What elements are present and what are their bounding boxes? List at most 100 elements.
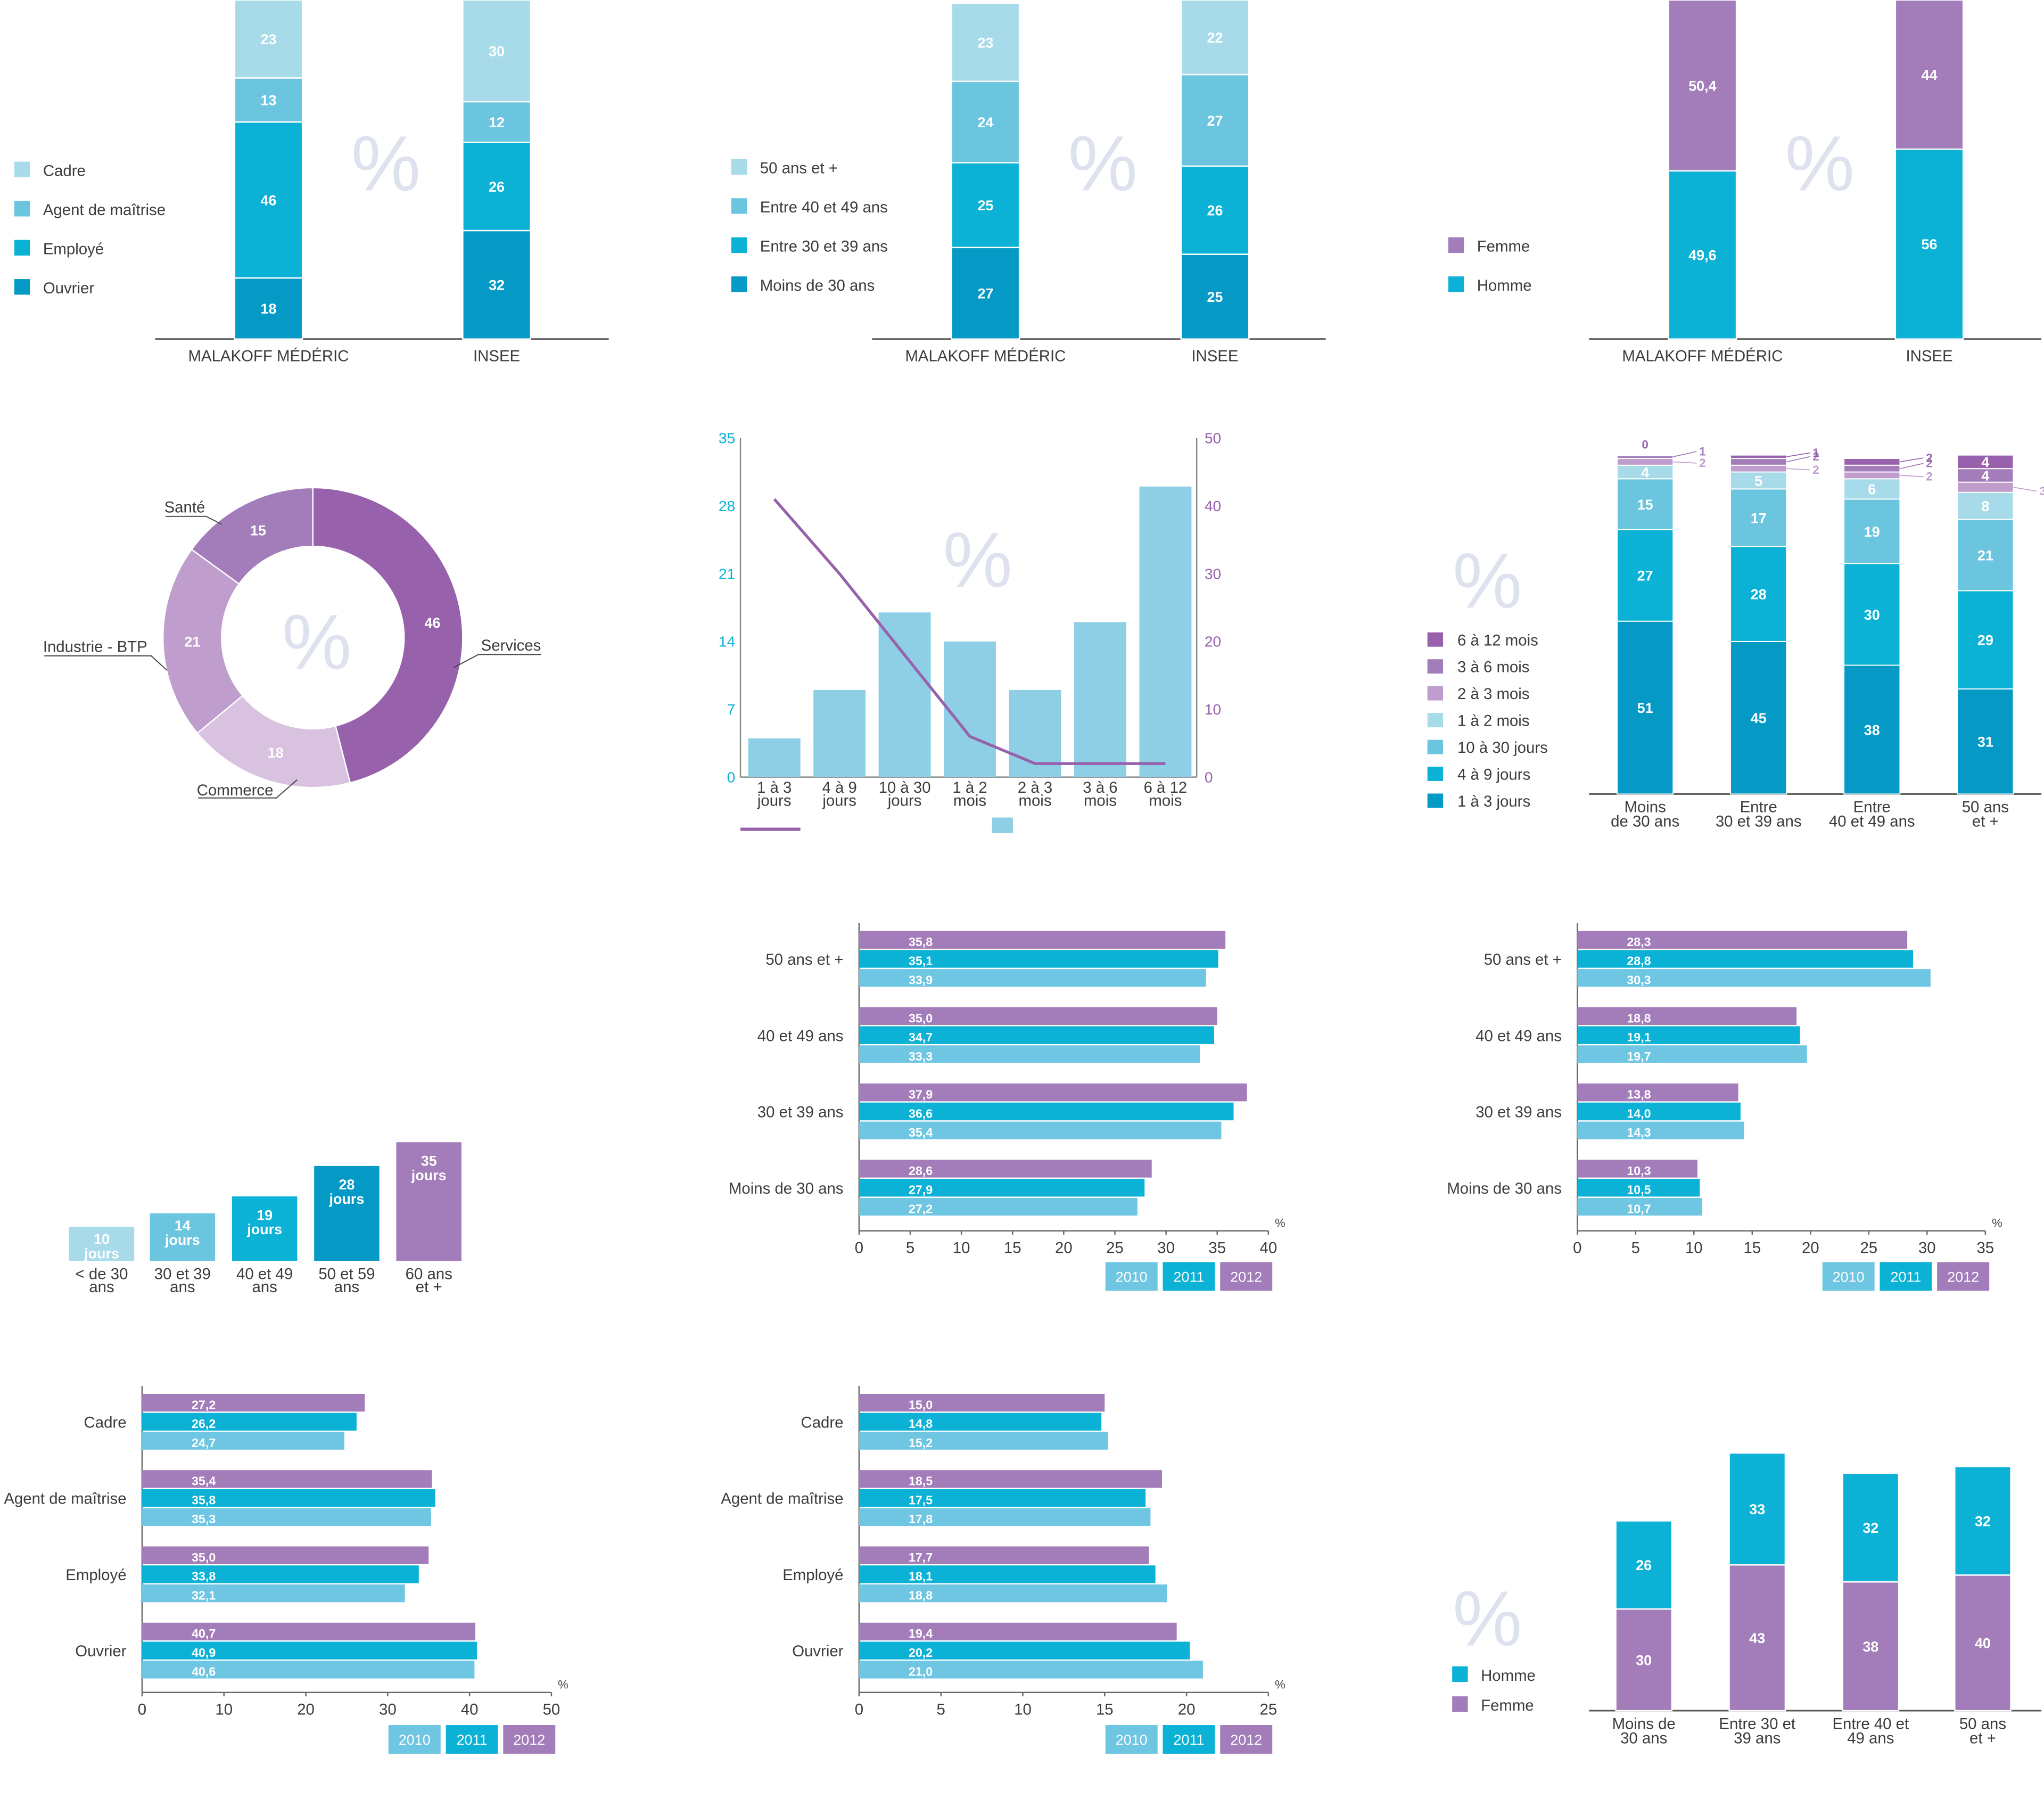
category-label-line: 50 ans (1962, 799, 2009, 816)
data-label: 31 (1977, 734, 1993, 750)
data-label: 46 (261, 192, 277, 208)
bar (142, 1432, 344, 1450)
category-label: Entre 30 et 39 ans (1716, 799, 1802, 831)
legend-swatch (1937, 1262, 1990, 1291)
percent-watermark: % (1453, 537, 1522, 625)
x-tick-label: 40 (1260, 1239, 1278, 1256)
leader-line (198, 779, 298, 799)
data-label: 27,2 (909, 1202, 933, 1215)
data-label: 8 (1981, 498, 1989, 514)
y-tick-left: 7 (727, 701, 736, 718)
bar (232, 1196, 298, 1261)
bar (859, 1197, 1138, 1216)
category-label-line: et + (416, 1278, 442, 1296)
legend-swatch (1448, 237, 1464, 253)
bar (813, 689, 866, 777)
data-label: 26,2 (192, 1417, 216, 1431)
data-label: 18,1 (909, 1570, 933, 1583)
data-label-line: 14 (175, 1218, 191, 1234)
bar (859, 1007, 1217, 1025)
category-label: 1 à 2 mois (952, 779, 987, 809)
legend-label: 2012 (1230, 1269, 1262, 1285)
x-tick-label: 20 (297, 1701, 315, 1718)
chart-c1: 18 46 13 23 MALAKOFF MÉDÉRIC 32 26 12 30 INSEE Cad… (14, 0, 609, 365)
chart-c2: 27 25 24 23 MALAKOFF MÉDÉRIC 25 26 27 22 INSEE 50 … (731, 0, 1326, 365)
bar-segment (1730, 454, 1787, 459)
x-tick-label: 30 (1918, 1239, 1936, 1256)
legend-label: 2010 (1116, 1732, 1148, 1748)
legend-label: Entre 40 et 49 ans (760, 199, 888, 216)
data-label: 4 (1641, 464, 1649, 480)
legend-swatch (731, 237, 747, 253)
category-label-line: 6 à 12 (1144, 779, 1188, 796)
data-label: 32 (1862, 1520, 1878, 1536)
data-label: 35,3 (192, 1512, 216, 1526)
legend-label: 2011 (1174, 1732, 1205, 1748)
legend-label: 1 à 2 mois (1457, 712, 1530, 730)
data-label-line: 10 (94, 1231, 110, 1247)
category-label: Agent de maîtrise (721, 1490, 843, 1508)
bar (1577, 950, 1914, 968)
bar (142, 1661, 475, 1679)
bar-segment (951, 80, 1020, 163)
category-label-line: jours (822, 792, 856, 809)
legend-swatch (14, 240, 30, 256)
bar (859, 969, 1206, 987)
leader-line (1673, 451, 1697, 457)
bar (314, 1165, 380, 1261)
data-label: 19,7 (1627, 1049, 1651, 1063)
bar (142, 1508, 431, 1526)
bar (859, 1412, 1102, 1431)
chart-c4: 46 Services 18 Commerce 21 Industrie - BTP 15 S… (43, 487, 541, 799)
percent-watermark: % (1453, 1575, 1522, 1663)
data-label: 25 (977, 198, 993, 213)
bar-segment (234, 277, 303, 340)
x-tick-label: 25 (1106, 1239, 1124, 1256)
data-label: 35 jours (411, 1153, 447, 1183)
bar-segment (951, 247, 1020, 340)
bar-segment (1957, 590, 2014, 690)
data-label: 21 (1977, 547, 1993, 563)
bar (859, 1102, 1234, 1121)
data-label: 24 (977, 114, 993, 130)
x-tick-label: 15 (1096, 1701, 1114, 1718)
chart-c11: 0 5 10 15 20 25% 15,0 14,8 15,2 Cadre 18,5 17,5 17,8… (721, 1386, 1285, 1754)
category-label-line: 10 à 30 (879, 779, 931, 796)
bar-segment (1842, 1473, 1900, 1583)
bar-segment (1957, 454, 2014, 470)
data-label: 46 (425, 615, 441, 631)
data-label: 35,1 (909, 954, 933, 968)
y-tick-left: 14 (719, 634, 735, 650)
pie-slice (312, 487, 464, 784)
legend-label: 2012 (1947, 1269, 1979, 1285)
category-label-line: mois (1084, 792, 1117, 809)
category-label-line: INSEE (1191, 347, 1238, 365)
legend-label: 2010 (1116, 1269, 1148, 1285)
data-label: 17 (1751, 510, 1767, 526)
bar (859, 1160, 1152, 1178)
bar (1577, 931, 1908, 949)
legend-label: 10 à 30 jours (1457, 739, 1548, 757)
bar-segment (1730, 458, 1787, 466)
bar (859, 1508, 1151, 1526)
bar-segment (1617, 529, 1674, 622)
leader-line (1786, 452, 1810, 457)
category-label-line: ans (89, 1278, 114, 1296)
bar-segment (1843, 471, 1901, 480)
x-tick-label: 5 (1631, 1239, 1640, 1256)
legend-swatch (388, 1725, 441, 1754)
bar (142, 1641, 477, 1660)
category-label: 50 ans et + (1959, 1715, 2006, 1747)
category-label: Employé (65, 1566, 126, 1584)
x-tick-label: 50 (543, 1701, 561, 1718)
category-label-line: 1 à 2 (952, 779, 987, 796)
pie-slice (196, 695, 351, 788)
data-label: 35,0 (909, 1011, 933, 1025)
data-label: 19,1 (1627, 1030, 1651, 1044)
bar (1577, 1083, 1738, 1102)
legend-swatch (1427, 713, 1444, 728)
y-tick-left: 28 (719, 498, 735, 514)
bar-segment (1615, 1520, 1673, 1610)
category-label-line: Entre 30 et (1719, 1715, 1795, 1732)
